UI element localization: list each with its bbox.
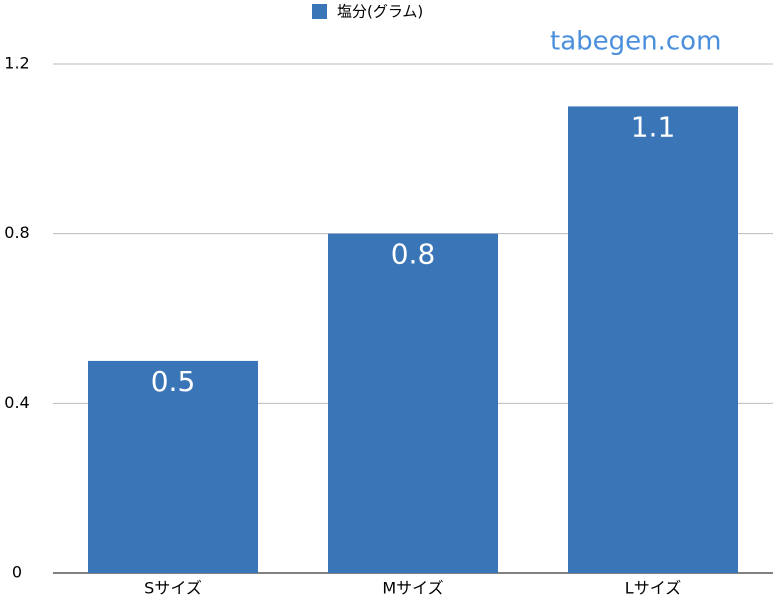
y-tick-label: 0.8: [4, 223, 29, 242]
x-tick-label: Lサイズ: [625, 579, 681, 598]
bar: [328, 233, 498, 573]
data-label: 1.1: [631, 110, 676, 143]
y-tick-label: 0.4: [4, 393, 29, 412]
bar: [88, 360, 258, 573]
data-label: 0.8: [391, 238, 436, 271]
bar: [568, 106, 738, 574]
x-tick-label: Sサイズ: [144, 579, 202, 598]
watermark: tabegen.com: [550, 27, 721, 57]
legend-swatch: [312, 4, 327, 19]
legend-label: 塩分(グラム): [337, 3, 423, 21]
x-tick-label: Mサイズ: [382, 579, 443, 598]
data-label: 0.5: [151, 365, 196, 398]
y-tick-label: 0: [12, 563, 22, 582]
y-tick-label: 1.2: [4, 54, 29, 73]
